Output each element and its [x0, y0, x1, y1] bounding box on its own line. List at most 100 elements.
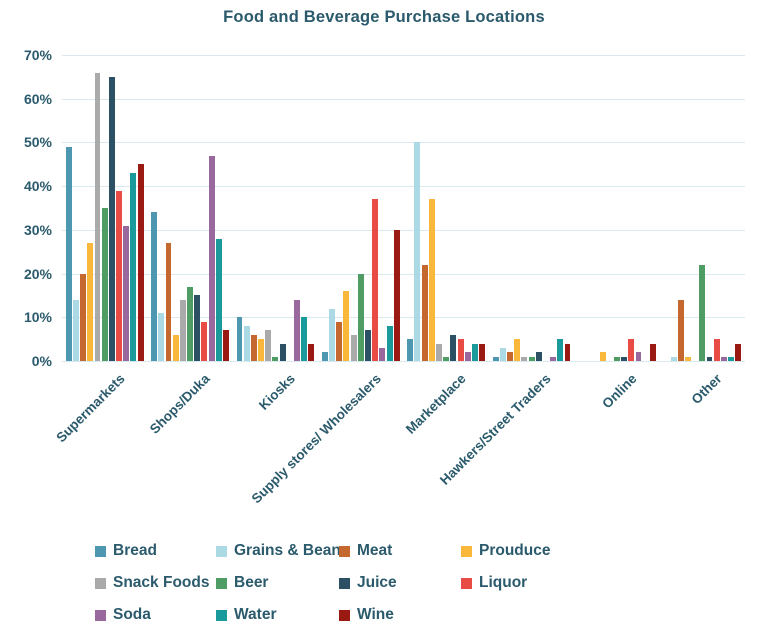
gridline: [62, 55, 745, 56]
legend-swatch-icon: [461, 577, 472, 589]
bar: [250, 334, 257, 361]
bar: [279, 343, 286, 361]
bar: [421, 264, 428, 361]
bar: [265, 330, 272, 361]
bar: [80, 273, 87, 361]
bar: [670, 356, 677, 361]
bar: [172, 334, 179, 361]
bar: [464, 352, 471, 361]
bar: [706, 356, 713, 361]
bar: [236, 317, 243, 361]
bar: [201, 321, 208, 361]
chart-title: Food and Beverage Purchase Locations: [223, 8, 545, 26]
bar: [116, 190, 122, 361]
x-axis-tick-label: Other: [688, 371, 725, 408]
bar: [357, 273, 364, 361]
legend-item: Grains & Beans: [216, 543, 349, 559]
bar: [301, 317, 308, 361]
legend-item: Snack Foods: [95, 575, 209, 591]
x-axis-tick-label: Shops/Duka: [146, 371, 213, 437]
bar: [194, 295, 201, 361]
gridline: [62, 186, 745, 188]
bar: [514, 339, 521, 361]
legend-label: Prouduce: [479, 542, 551, 559]
bar: [65, 146, 72, 361]
bar-group: [404, 55, 489, 361]
y-axis-tick-label: 20%: [23, 265, 52, 282]
legend-label: Wine: [357, 606, 394, 623]
bar: [436, 343, 442, 361]
y-axis-tick-label: 40%: [23, 178, 52, 195]
bar: [336, 321, 343, 361]
bar: [343, 291, 350, 361]
bar: [450, 334, 457, 361]
bar: [557, 339, 564, 361]
gridline: [62, 273, 745, 275]
bar: [137, 164, 144, 361]
bar: [492, 356, 499, 361]
bar: [372, 199, 379, 361]
bar: [564, 343, 571, 361]
bar: [407, 339, 414, 361]
bar: [151, 212, 158, 361]
legend-item: Water: [216, 607, 277, 623]
bar: [507, 352, 513, 361]
bar: [258, 339, 264, 361]
legend-swatch-icon: [95, 577, 106, 589]
legend-swatch-icon: [461, 545, 472, 557]
x-axis-tick-label: Online: [599, 371, 640, 412]
legend-item: Prouduce: [461, 543, 550, 559]
bar: [621, 356, 628, 361]
y-axis-tick-label: 30%: [23, 221, 52, 238]
bar: [443, 356, 450, 361]
bar: [728, 356, 734, 361]
bar-group: [233, 55, 318, 361]
legend-item: Liquor: [461, 575, 527, 591]
x-axis-tick-label: Supermarkets: [53, 371, 128, 446]
legend-label: Soda: [113, 606, 151, 623]
bar-group: [62, 55, 147, 361]
legend-label: Liquor: [479, 574, 528, 591]
bar: [94, 72, 101, 361]
bar: [521, 356, 528, 361]
bar: [528, 356, 535, 361]
bar: [428, 199, 435, 361]
legend-label: Bread: [113, 542, 157, 559]
bar: [613, 356, 620, 361]
gridline: [62, 229, 745, 231]
bar: [108, 76, 115, 361]
legend-swatch-icon: [95, 545, 106, 557]
bar: [379, 347, 386, 361]
bar: [187, 286, 193, 361]
bar: [479, 343, 486, 361]
legend-item: Wine: [339, 607, 394, 623]
bar: [365, 330, 371, 361]
bar-group: [574, 55, 659, 361]
plot-area: [62, 55, 745, 362]
bar: [628, 339, 635, 361]
y-axis-tick-label: 50%: [23, 134, 52, 151]
legend-swatch-icon: [216, 577, 227, 589]
y-axis-tick-label: 0%: [31, 353, 52, 369]
bar: [308, 343, 315, 361]
gridline: [62, 317, 745, 319]
bar: [165, 242, 172, 361]
bar: [272, 356, 279, 361]
bar: [713, 339, 720, 361]
bar-group: [147, 55, 232, 361]
legend-label: Water: [234, 606, 277, 623]
bar: [243, 326, 250, 361]
y-axis-tick-label: 60%: [23, 90, 52, 107]
bar: [499, 347, 506, 361]
bar: [720, 356, 727, 361]
bar: [179, 299, 186, 361]
legend-label: Grains & Beans: [234, 542, 350, 559]
gridline: [62, 361, 745, 362]
legend-swatch-icon: [216, 609, 227, 621]
bar: [329, 308, 335, 361]
bar: [550, 356, 557, 361]
bar: [457, 339, 464, 361]
legend-label: Juice: [357, 574, 397, 591]
bar: [535, 352, 542, 361]
bar-group: [489, 55, 574, 361]
